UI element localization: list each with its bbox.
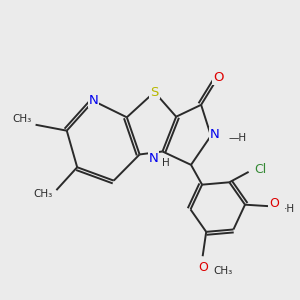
Text: N: N <box>89 94 98 107</box>
Text: Cl: Cl <box>254 163 267 176</box>
Text: N: N <box>149 152 158 165</box>
Text: N: N <box>210 128 219 141</box>
Text: O: O <box>269 197 279 210</box>
Text: CH₃: CH₃ <box>213 266 232 276</box>
Text: O: O <box>198 261 208 274</box>
Text: H: H <box>162 158 170 168</box>
Text: S: S <box>150 85 159 98</box>
Text: O: O <box>213 71 224 84</box>
Text: —H: —H <box>228 133 246 143</box>
Text: CH₃: CH₃ <box>34 189 53 199</box>
Text: ·H: ·H <box>284 204 296 214</box>
Text: CH₃: CH₃ <box>13 114 32 124</box>
